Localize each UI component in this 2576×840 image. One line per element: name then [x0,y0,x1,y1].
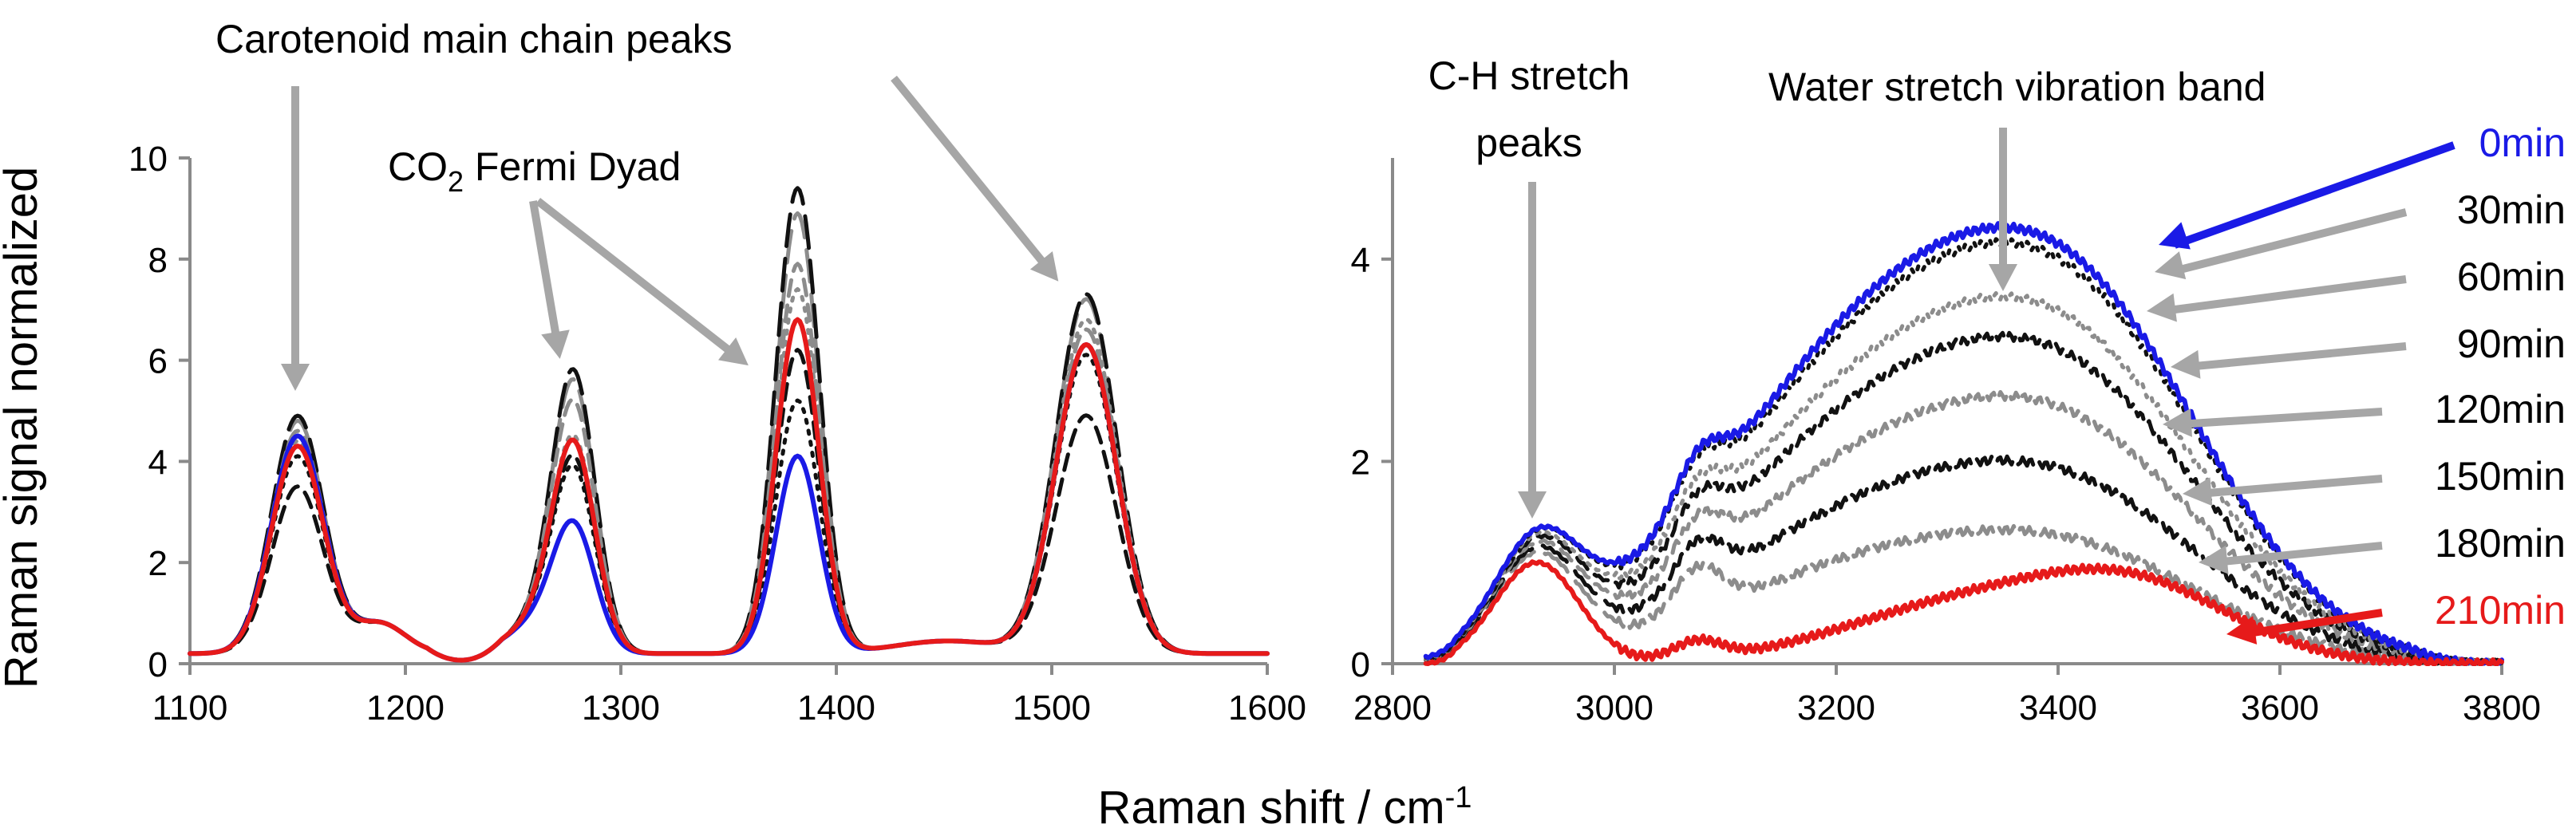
x-axis-title-sup: -1 [1445,781,1472,814]
x-axis-title: Raman shift / cm-1 [1098,781,1472,834]
time-label-150min: 150min [2435,454,2566,499]
time-labels: 0min 30min 60min 90min 120min 150min 180min 210… [2147,120,2566,645]
time-arrowhead-60min [2147,293,2177,322]
right-x-tick-label: 3000 [1575,688,1653,728]
time-arrowhead-180min [2199,545,2229,574]
time-label-120min: 120min [2435,387,2566,432]
right-series-210min [1423,559,2504,666]
time-label-0min: 0min [2479,120,2566,165]
time-arrowhead-90min [2171,349,2201,379]
time-label-210min: 210min [2435,588,2566,633]
left-series-60min [188,287,1270,663]
x-axis-title-text: Raman shift / cm [1098,782,1445,834]
time-arrow-30min [2169,208,2408,276]
time-label-30min: 30min [2457,187,2566,232]
co2-prefix: CO [388,144,448,189]
left-series-180min [188,211,1270,663]
left-y-tick-label: 0 [148,645,168,684]
left-series-210min [188,317,1270,663]
right-series-120min [1424,390,2504,666]
right-series-30min [1424,236,2504,666]
time-arrow-0min [2173,141,2455,249]
carotenoid-annotation: Carotenoid main chain peaks [215,17,733,61]
ch-annotation-line2: peaks [1476,120,1582,165]
right-x-tick-label: 3600 [2241,688,2319,728]
water-annotation: Water stretch vibration band [1768,65,2266,109]
time-arrow-120min [2178,408,2383,428]
time-label-60min: 60min [2457,254,2566,299]
left-y-tick-label: 6 [148,342,168,381]
right-axes: 2800 3000 3200 3400 3600 3800 0 2 4 [1351,158,2541,728]
time-arrow-90min [2186,342,2407,371]
time-arrowhead-120min [2163,408,2192,437]
carotenoid-arrow-2-head [1029,251,1059,282]
time-arrowhead-0min [2159,222,2191,250]
time-arrow-180min [2214,542,2383,566]
carotenoid-arrow-2 [891,75,1057,278]
ch-arrow-head [1518,491,1547,519]
right-x-tick-label: 3200 [1797,688,1875,728]
time-arrowhead-210min [2226,616,2258,645]
left-x-tick-label: 1600 [1228,688,1306,728]
right-y-tick-label: 4 [1351,241,1370,280]
left-plot-carotenoid: 1100 1200 1300 1400 1500 1600 0 2 4 6 8 10 [128,140,1306,728]
co2-arrow-1 [529,200,563,352]
time-arrowhead-150min [2183,477,2213,507]
left-x-tick-label: 1200 [366,688,444,728]
time-label-180min: 180min [2435,521,2566,566]
right-y-tick-label: 2 [1351,443,1370,482]
right-series-90min [1424,330,2504,666]
left-y-tick-label: 8 [148,241,168,280]
time-label-90min: 90min [2457,321,2566,366]
right-series-group [1423,221,2504,666]
time-arrow-210min [2242,609,2383,638]
left-x-tick-label: 1100 [152,688,228,728]
y-axis-title: Raman signal normalized [0,167,47,688]
right-plot-water: 2800 3000 3200 3400 3600 3800 0 2 4 [1351,158,2541,728]
co2-annotation: CO2 Fermi Dyad [388,144,681,198]
left-y-tick-label: 4 [148,443,168,482]
carotenoid-arrow-1-head [281,364,310,391]
time-arrowhead-30min [2155,251,2187,280]
co2-arrow-2-head [718,337,749,366]
water-arrow-head [1989,264,2017,291]
co2-subscript: 2 [448,165,464,198]
left-axes: 1100 1200 1300 1400 1500 1600 0 2 4 6 8 10 [128,140,1306,728]
right-y-tick-label: 0 [1351,645,1370,684]
right-x-tick-label: 3400 [2019,688,2097,728]
time-arrow-150min [2198,475,2383,498]
ch-annotation-line1: C-H stretch [1428,53,1630,98]
left-x-tick-label: 1300 [582,688,660,728]
co2-arrow-2 [535,198,745,364]
right-series-150min [1424,454,2504,666]
left-y-tick-label: 2 [148,544,168,583]
right-series-180min [1424,523,2504,666]
right-x-tick-label: 3800 [2463,688,2541,728]
left-x-tick-label: 1500 [1013,688,1091,728]
left-series-150min [188,186,1270,663]
time-arrow-60min [2162,275,2407,315]
right-series-0min [1423,221,2504,666]
left-series-group [188,186,1270,663]
right-x-tick-label: 2800 [1353,688,1432,728]
right-series-60min [1424,291,2504,666]
annotation-arrows [281,75,2017,519]
left-y-tick-label: 10 [128,140,168,179]
co2-arrow-1-head [541,329,570,359]
left-x-tick-label: 1400 [797,688,875,728]
co2-suffix: Fermi Dyad [464,144,681,189]
